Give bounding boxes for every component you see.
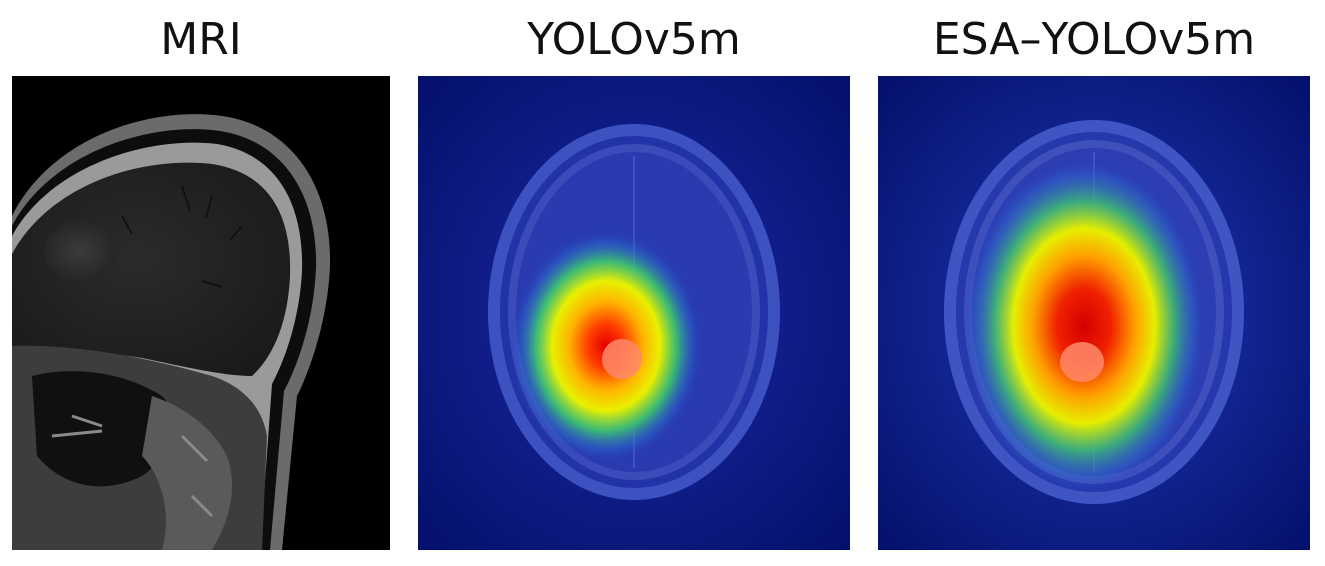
yolov5m-title: YOLOv5m	[527, 14, 741, 65]
yolov5m-heatmap-image	[418, 76, 850, 550]
esa-yolov5m-title: ESA–YOLOv5m	[932, 14, 1256, 65]
mri-title: MRI	[160, 14, 242, 65]
esa-yolov5m-heatmap-image	[878, 76, 1310, 550]
mri-image	[12, 76, 390, 550]
